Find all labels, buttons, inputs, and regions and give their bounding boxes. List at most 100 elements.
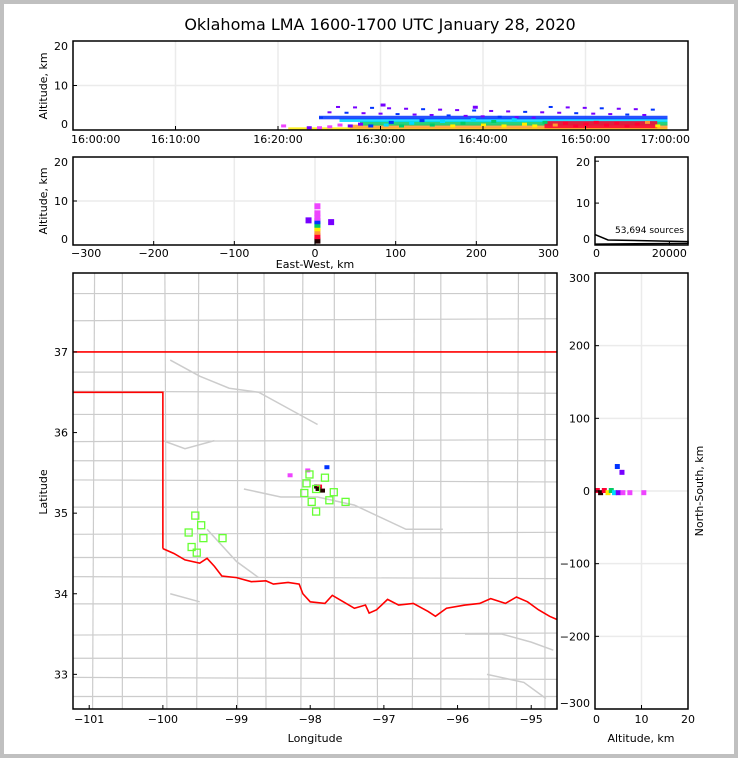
x-tick-label: 16:10:00 [151, 133, 200, 146]
x-tick-label: 16:30:00 [356, 133, 405, 146]
station-marker [199, 533, 208, 543]
x-tick-label: −300 [71, 247, 101, 260]
density-cell [358, 122, 363, 126]
county-line [164, 273, 168, 709]
station-marker [311, 484, 321, 494]
y-tick-label: 33 [54, 668, 68, 681]
river [162, 439, 215, 450]
state-border-red-river [162, 547, 557, 621]
density-cell [472, 105, 478, 109]
density-cell [314, 228, 321, 235]
y-tick-label: 100 [569, 412, 590, 425]
ew-height-xlabel: East-West, km [276, 258, 354, 271]
x-tick-label: 20 [681, 713, 695, 726]
density-cell [604, 123, 609, 127]
density-cell [552, 123, 558, 127]
river [486, 673, 547, 700]
county-line [196, 273, 200, 709]
density-band [339, 118, 668, 122]
y-tick-label: −100 [560, 558, 590, 571]
density-cell [347, 124, 353, 128]
x-tick-label: −98 [299, 713, 322, 726]
map-ylabel: Latitude [37, 469, 50, 515]
density-cell [641, 490, 647, 496]
ns-height-xlabel: Altitude, km [607, 732, 674, 745]
sparse-source [650, 108, 655, 111]
y-tick-label: 37 [54, 346, 68, 359]
density-cell [440, 119, 445, 123]
sparse-source [412, 113, 417, 116]
ew-height-ylabel: Altitude, km [37, 167, 50, 234]
density-cell [608, 488, 614, 493]
sparse-source [336, 105, 341, 108]
density-cell [314, 225, 321, 232]
sparse-source [642, 113, 647, 116]
density-cell [583, 122, 589, 126]
sparse-source [370, 106, 375, 109]
map-frame [72, 272, 558, 710]
river [169, 359, 318, 426]
county-line [263, 273, 267, 709]
county-line [73, 439, 557, 443]
sparse-source [506, 110, 511, 113]
sparse-source [472, 109, 477, 112]
source-cell [319, 488, 325, 493]
y-tick-label: 35 [54, 507, 68, 520]
sparse-source [361, 112, 366, 115]
y-tick-label: 300 [569, 272, 590, 285]
sparse-source [497, 115, 502, 118]
sources-count-annotation: 53,694 sources [615, 226, 684, 236]
density-cell [470, 118, 476, 122]
density-cell [314, 203, 321, 210]
river [243, 488, 443, 531]
y-tick-label: 36 [54, 427, 68, 440]
density-cell [614, 464, 620, 470]
river [206, 528, 260, 579]
density-cell [573, 124, 579, 128]
station-marker [184, 528, 193, 537]
y-tick-label: 0 [61, 233, 68, 246]
sparse-source [387, 107, 392, 110]
density-cell [522, 122, 527, 126]
x-tick-label: 16:50:00 [561, 133, 610, 146]
x-tick-label: −101 [74, 713, 104, 726]
station-marker [320, 473, 330, 482]
density-cell [614, 121, 620, 125]
density-cell [460, 121, 466, 125]
density-cell [314, 233, 321, 240]
sparse-source [429, 113, 434, 116]
sparse-source [489, 109, 494, 112]
density-cell [314, 221, 321, 228]
ns-height-ylabel: North-South, km [693, 446, 706, 537]
station-marker [305, 470, 314, 479]
county-line [73, 676, 557, 680]
source-cell [324, 465, 330, 470]
ns-height-panel: 0 10 20 −300 −200 −100 0 100 200 300 [560, 272, 695, 726]
x-tick-label: −100 [148, 713, 178, 726]
station-marker [197, 521, 206, 530]
station-marker [187, 542, 196, 552]
density-cell [314, 218, 321, 225]
sparse-source [625, 113, 630, 116]
density-cell [314, 237, 321, 244]
x-tick-label: 0 [312, 247, 319, 260]
station-marker [307, 497, 316, 507]
density-cell [563, 121, 568, 125]
plan-view-map: −101 −100 −99 −98 −97 −96 −95 33 34 35 36 37 [54, 272, 558, 726]
y-tick-label: 10 [54, 80, 68, 93]
density-cell [634, 122, 640, 126]
x-tick-label: 17:00:00 [641, 133, 690, 146]
density-cell [624, 124, 630, 128]
source-cell [287, 473, 293, 478]
sparse-source [344, 111, 349, 114]
density-cell [615, 490, 621, 496]
time-height-ylabel: Altitude, km [37, 52, 50, 119]
map-layer [73, 273, 557, 709]
station-marker [311, 507, 321, 516]
density-band [319, 115, 668, 120]
y-tick-label: 0 [61, 118, 68, 131]
density-cell [645, 120, 650, 124]
station-marker [329, 488, 338, 497]
sparse-source [446, 114, 451, 117]
